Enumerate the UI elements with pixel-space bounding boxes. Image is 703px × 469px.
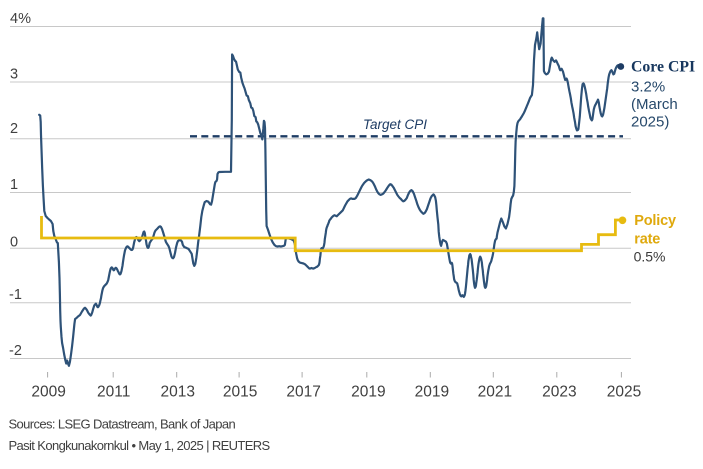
- svg-text:2025: 2025: [607, 384, 641, 401]
- svg-text:2013: 2013: [160, 384, 194, 401]
- svg-text:Target CPI: Target CPI: [363, 117, 427, 132]
- svg-text:Sources: LSEG Datastream, Bank: Sources: LSEG Datastream, Bank of Japan: [9, 417, 236, 432]
- svg-text:2023: 2023: [542, 384, 576, 401]
- svg-text:0: 0: [10, 235, 18, 251]
- svg-text:rate: rate: [634, 232, 660, 248]
- svg-text:2017: 2017: [286, 384, 320, 401]
- svg-text:2025): 2025): [631, 114, 669, 131]
- svg-text:Pasit Kongkunakornkul • May 1,: Pasit Kongkunakornkul • May 1, 2025 | RE…: [9, 438, 271, 453]
- svg-text:2009: 2009: [31, 384, 65, 401]
- svg-text:2019: 2019: [415, 384, 449, 401]
- svg-text:2011: 2011: [97, 384, 130, 401]
- svg-text:1: 1: [10, 177, 18, 193]
- svg-text:0.5%: 0.5%: [634, 249, 666, 265]
- svg-text:2: 2: [10, 121, 18, 137]
- svg-text:2021: 2021: [478, 384, 512, 401]
- svg-text:3.2%: 3.2%: [631, 79, 665, 96]
- svg-text:Policy: Policy: [634, 213, 676, 229]
- svg-text:2019: 2019: [351, 384, 385, 401]
- svg-text:4%: 4%: [10, 11, 31, 27]
- svg-text:(March: (March: [631, 96, 678, 113]
- svg-text:3: 3: [10, 66, 18, 82]
- svg-text:-2: -2: [9, 343, 22, 359]
- svg-text:Core CPI: Core CPI: [631, 59, 695, 76]
- svg-text:2015: 2015: [223, 384, 257, 401]
- svg-text:-1: -1: [9, 287, 22, 303]
